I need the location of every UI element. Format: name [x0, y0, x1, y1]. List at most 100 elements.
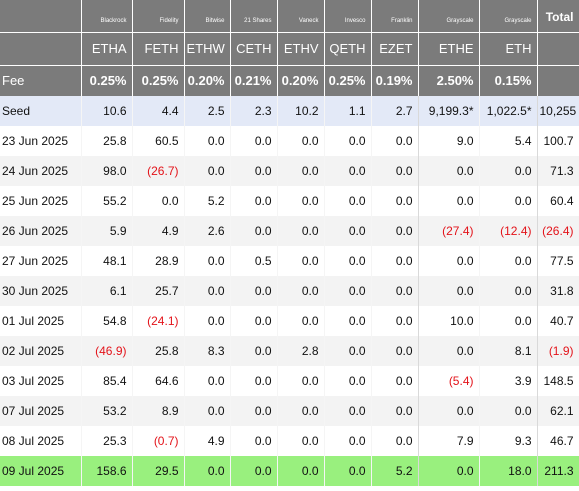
- flow-cell: 0.0: [418, 186, 480, 216]
- flow-cell: 0.0: [230, 216, 278, 246]
- flow-cell: (24.1): [132, 306, 185, 336]
- header-corner-cell: [0, 32, 82, 65]
- date-cell: 07 Jul 2025: [0, 396, 82, 426]
- total-header-blank: [537, 65, 579, 96]
- flow-cell: 98.0: [81, 156, 133, 186]
- table-row: 01 Jul 2025 54.8 (24.1) 0.0 0.0 0.0 0.0 0.0 10.0…: [0, 306, 579, 336]
- flow-cell: 0.0: [324, 336, 372, 366]
- flow-cell: 0.0: [324, 186, 372, 216]
- ticker-symbol: EZET: [371, 32, 419, 65]
- flow-cell: 0.0: [230, 186, 278, 216]
- total-cell: 148.5: [537, 366, 579, 396]
- flow-cell: 25.8: [132, 336, 185, 366]
- flow-cell: 0.0: [371, 366, 419, 396]
- issuer-name: Blackrock: [81, 0, 133, 32]
- flow-cell: 0.0: [184, 456, 231, 486]
- issuer-name: Bitwise: [184, 0, 231, 32]
- flow-cell: 0.0: [230, 366, 278, 396]
- flow-cell: 4.9: [184, 426, 231, 456]
- total-cell: 40.7: [537, 306, 579, 336]
- flow-cell: 8.9: [132, 396, 185, 426]
- flow-cell: 55.2: [81, 186, 133, 216]
- flow-cell: 0.0: [418, 156, 480, 186]
- flow-cell: 9.3: [479, 426, 538, 456]
- total-cell: 10,255: [537, 96, 579, 126]
- flow-cell: 0.0: [371, 156, 419, 186]
- date-cell: 08 Jul 2025: [0, 426, 82, 456]
- fee-value: 0.25%: [324, 65, 372, 96]
- total-cell: 211.3: [537, 456, 579, 486]
- flow-cell: 0.0: [479, 276, 538, 306]
- flow-cell: 0.0: [324, 126, 372, 156]
- total-cell: (1.9): [537, 336, 579, 366]
- flow-cell: 0.0: [479, 246, 538, 276]
- flow-cell: (12.4): [479, 216, 538, 246]
- flow-cell: 0.0: [277, 186, 325, 216]
- flow-cell: 0.0: [230, 336, 278, 366]
- flow-cell: 0.0: [277, 306, 325, 336]
- ticker-symbol: ETH: [479, 32, 538, 65]
- flow-cell: 10.0: [418, 306, 480, 336]
- issuer-name: Fidelity: [132, 0, 185, 32]
- flow-cell: 1.1: [324, 96, 372, 126]
- flow-cell: 2.3: [230, 96, 278, 126]
- flow-cell: 0.0: [418, 396, 480, 426]
- flow-cell: 6.1: [81, 276, 133, 306]
- flow-cell: (5.4): [418, 366, 480, 396]
- total-column-header: Total: [537, 0, 579, 32]
- flow-cell: 0.0: [230, 396, 278, 426]
- ticker-header-row: ETHA FETH ETHW CETH ETHV QETH EZET ETHE …: [0, 32, 579, 65]
- flow-cell: 0.0: [371, 186, 419, 216]
- flow-cell: 25.3: [81, 426, 133, 456]
- flow-cell: 25.7: [132, 276, 185, 306]
- flow-cell: 5.2: [184, 186, 231, 216]
- date-cell: 03 Jul 2025: [0, 366, 82, 396]
- flow-cell: 0.0: [184, 366, 231, 396]
- flow-cell: 0.0: [371, 246, 419, 276]
- flow-cell: (27.4): [418, 216, 480, 246]
- issuer-name: Invesco: [324, 0, 372, 32]
- total-cell: 62.1: [537, 396, 579, 426]
- issuer-name: 21 Shares: [230, 0, 278, 32]
- flow-cell: 0.0: [418, 336, 480, 366]
- flow-cell: 0.0: [184, 396, 231, 426]
- total-cell: 31.8: [537, 276, 579, 306]
- flow-cell: 0.0: [479, 306, 538, 336]
- flow-cell: 8.3: [184, 336, 231, 366]
- issuer-name: Grayscale: [418, 0, 480, 32]
- table-row: 03 Jul 2025 85.4 64.6 0.0 0.0 0.0 0.0 0.0 (5.4) 3…: [0, 366, 579, 396]
- date-cell: 02 Jul 2025: [0, 336, 82, 366]
- flow-cell: 5.9: [81, 216, 133, 246]
- flow-cell: 0.0: [277, 366, 325, 396]
- date-cell: 30 Jun 2025: [0, 276, 82, 306]
- flow-cell: 0.0: [479, 156, 538, 186]
- flow-cell: 0.0: [324, 276, 372, 306]
- flow-cell: 0.0: [479, 186, 538, 216]
- flow-cell: 0.0: [371, 276, 419, 306]
- date-cell: 25 Jun 2025: [0, 186, 82, 216]
- flow-cell: 54.8: [81, 306, 133, 336]
- flow-cell: 0.0: [324, 216, 372, 246]
- flow-cell: 48.1: [81, 246, 133, 276]
- flow-cell: 28.9: [132, 246, 185, 276]
- flow-cell: 0.0: [371, 306, 419, 336]
- flow-cell: 0.0: [371, 336, 419, 366]
- fee-value: 0.25%: [132, 65, 185, 96]
- flow-cell: 9.0: [418, 126, 480, 156]
- flow-cell: 0.0: [324, 426, 372, 456]
- flow-cell: 3.9: [479, 366, 538, 396]
- flow-cell: (46.9): [81, 336, 133, 366]
- flow-cell: 2.5: [184, 96, 231, 126]
- fee-value: 0.20%: [277, 65, 325, 96]
- flow-cell: 0.0: [324, 156, 372, 186]
- ticker-symbol: ETHW: [184, 32, 231, 65]
- date-cell: 27 Jun 2025: [0, 246, 82, 276]
- flow-cell: 9,199.3*: [418, 96, 480, 126]
- flow-cell: 0.0: [324, 306, 372, 336]
- flow-cell: 0.0: [277, 456, 325, 486]
- fee-value: 0.21%: [230, 65, 278, 96]
- ticker-symbol: ETHV: [277, 32, 325, 65]
- ticker-symbol: QETH: [324, 32, 372, 65]
- ticker-symbol: FETH: [132, 32, 185, 65]
- table-row: 30 Jun 2025 6.1 25.7 0.0 0.0 0.0 0.0 0.0 0.0 0.0 3…: [0, 276, 579, 306]
